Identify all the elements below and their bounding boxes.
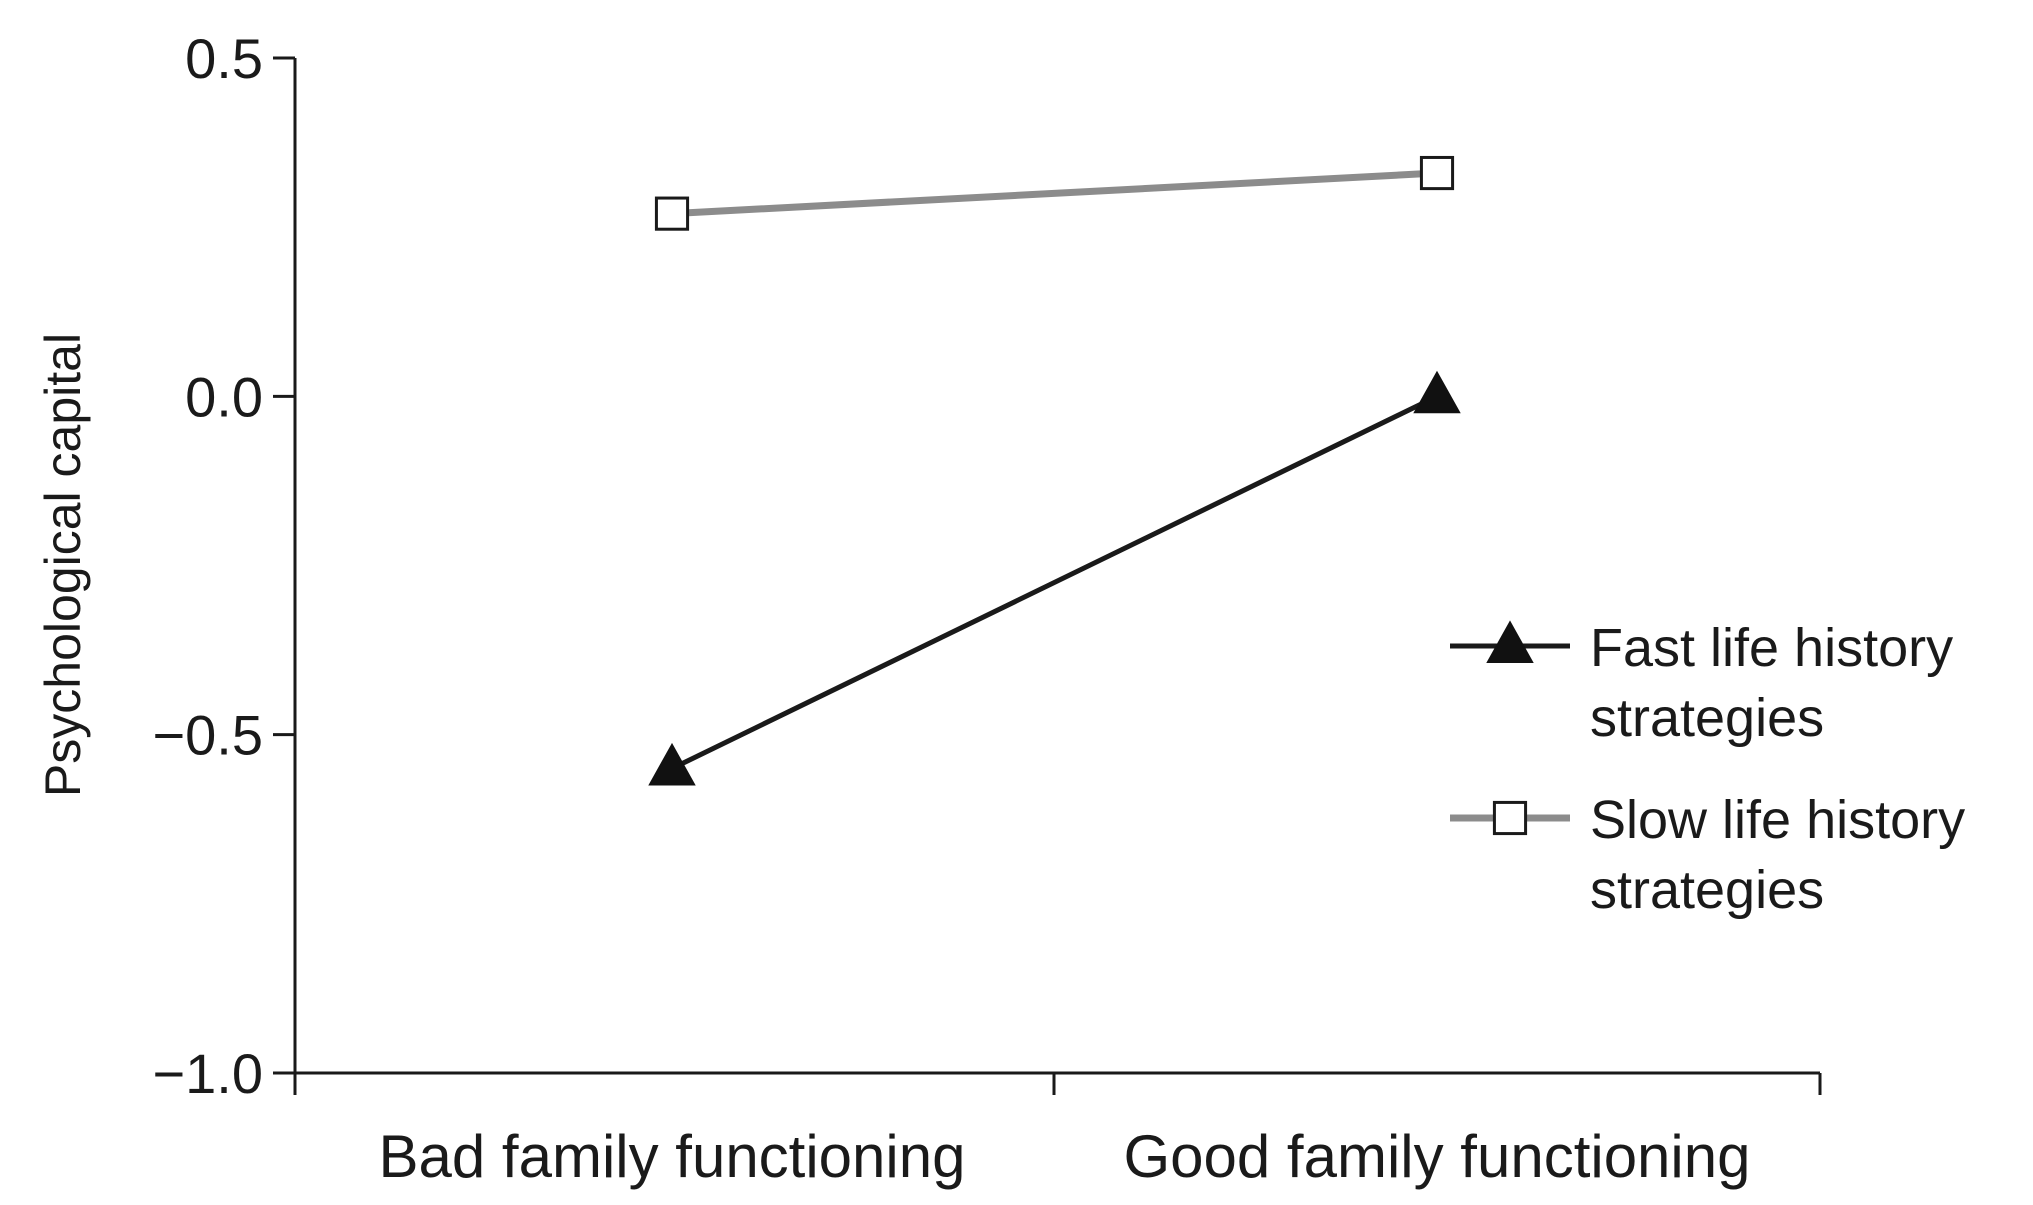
legend-label-line: strategies	[1590, 860, 1824, 920]
y-tick-label: −1.0	[152, 1042, 263, 1105]
data-point-marker	[654, 196, 690, 231]
y-tick-label: 0.5	[185, 27, 263, 90]
legend-swatch-marker	[1486, 620, 1534, 663]
y-tick-label: −0.5	[152, 704, 263, 767]
legend-label-line: strategies	[1590, 688, 1824, 748]
legend-entry-slow: Slow life history strategies	[1450, 790, 1965, 920]
x-category-label: Bad family functioning	[379, 1123, 966, 1190]
series-line	[670, 394, 1439, 771]
y-tick-label: 0.0	[185, 365, 263, 428]
legend-label: Fast life history strategies	[1590, 618, 1953, 748]
data-point-marker	[1419, 155, 1455, 191]
series-slow	[654, 155, 1455, 231]
series-line	[671, 169, 1438, 218]
data-point-marker	[648, 742, 696, 786]
legend-label: Slow life history strategies	[1590, 790, 1965, 920]
legend-label-line: Fast life history	[1590, 618, 1953, 678]
legend-entry-fast: Fast life history strategies	[1450, 618, 1953, 748]
y-axis-title: Psychological capital	[35, 333, 91, 797]
x-category-label: Good family functioning	[1123, 1123, 1750, 1190]
series-fast	[648, 370, 1461, 786]
series-layer	[648, 155, 1461, 786]
data-point-marker	[1413, 370, 1461, 414]
legend-swatch-marker	[1492, 800, 1528, 836]
axes: 0.5 0.0 −0.5 −1.0 Bad family functioning Good…	[35, 27, 1822, 1190]
legend-label-line: Slow life history	[1590, 790, 1965, 850]
